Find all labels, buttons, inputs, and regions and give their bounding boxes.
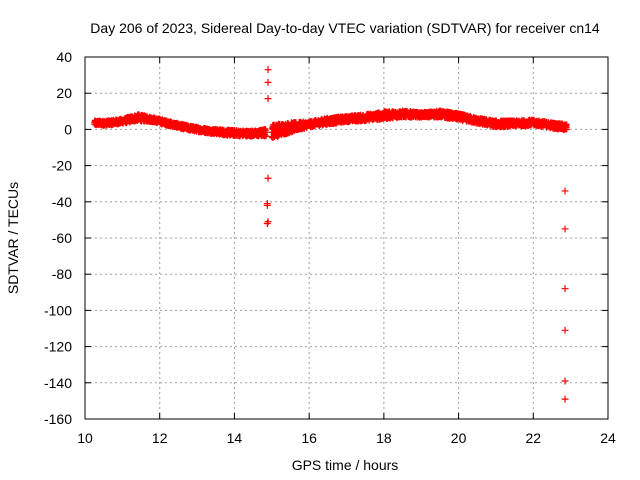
- y-tick-label: -160: [44, 411, 72, 427]
- data-point: [263, 220, 271, 228]
- data-point: [264, 66, 272, 74]
- data-point: [561, 187, 569, 195]
- x-tick-label: 20: [451, 430, 467, 446]
- data-point: [561, 285, 569, 293]
- data-point: [563, 124, 570, 131]
- x-tick-label: 22: [525, 430, 541, 446]
- data-point: [561, 225, 569, 233]
- tick-layer: 10 12 14 16 18 20 22 24 -160 -140 -120 -100 -80 -60 -4…: [44, 49, 616, 446]
- x-tick-label: 24: [600, 430, 616, 446]
- data-point: [264, 95, 272, 103]
- y-tick-label: -140: [44, 375, 72, 391]
- grid-layer: [85, 57, 608, 419]
- y-tick-label: 0: [64, 121, 72, 137]
- x-tick-label: 18: [376, 430, 392, 446]
- data-point: [264, 218, 272, 226]
- y-tick-label: -100: [44, 302, 72, 318]
- data-layer: [91, 66, 570, 403]
- y-tick-label: -120: [44, 339, 72, 355]
- data-point: [264, 174, 272, 182]
- data-point: [561, 395, 569, 403]
- y-tick-label: 40: [56, 49, 72, 65]
- x-tick-label: 16: [301, 430, 317, 446]
- y-tick-label: -40: [52, 194, 72, 210]
- y-tick-label: -80: [52, 266, 72, 282]
- data-point: [264, 78, 272, 86]
- x-tick-label: 10: [77, 430, 93, 446]
- chart-title: Day 206 of 2023, Sidereal Day-to-day VTE…: [90, 20, 600, 36]
- x-tick-label: 12: [152, 430, 168, 446]
- x-axis-label: GPS time / hours: [292, 457, 399, 473]
- data-point: [561, 326, 569, 334]
- y-axis-label: SDTVAR / TECUs: [5, 182, 21, 294]
- x-tick-label: 14: [227, 430, 243, 446]
- y-tick-label: 20: [56, 85, 72, 101]
- data-point: [263, 133, 270, 140]
- y-tick-label: -20: [52, 158, 72, 174]
- y-tick-label: -60: [52, 230, 72, 246]
- data-point: [561, 377, 569, 385]
- data-point: [263, 201, 271, 209]
